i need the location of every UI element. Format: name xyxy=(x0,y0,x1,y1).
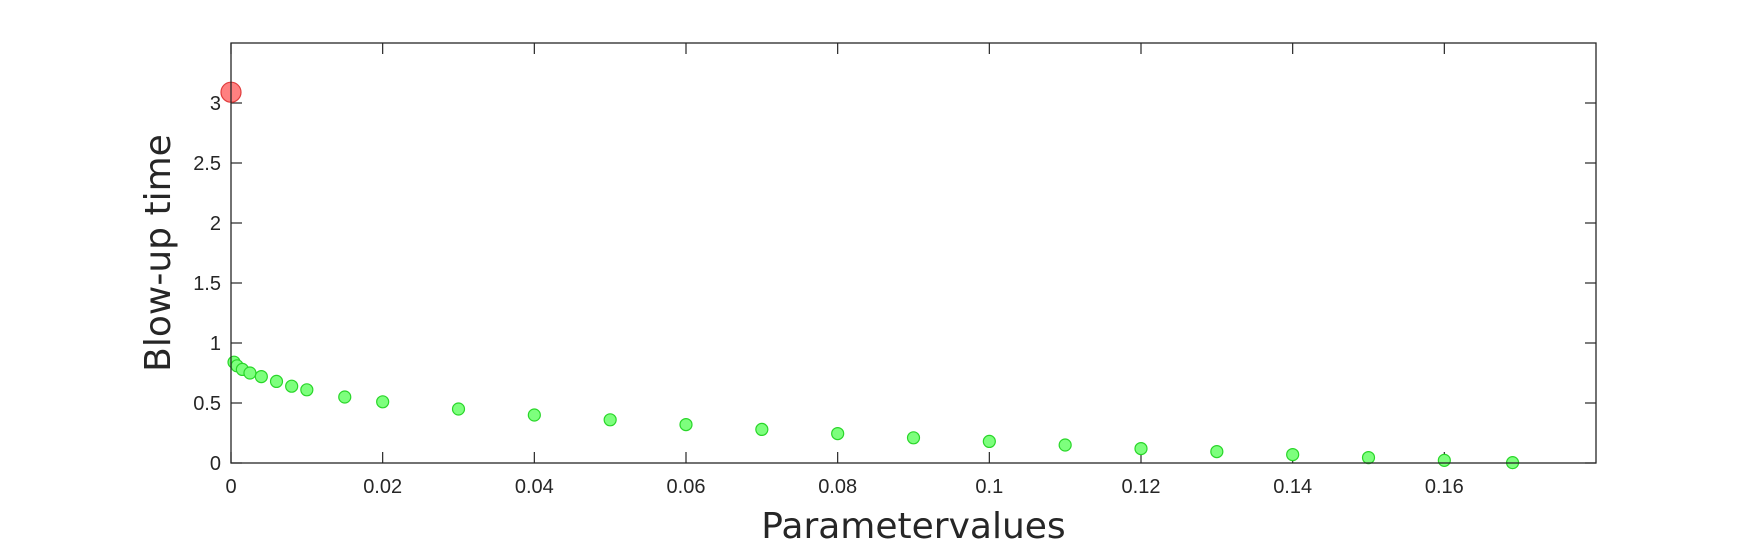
y-tick-label: 1.5 xyxy=(193,273,221,295)
data-point xyxy=(254,370,268,384)
data-point xyxy=(1058,438,1072,452)
data-point xyxy=(679,418,693,432)
data-point xyxy=(376,395,390,409)
x-tick-label: 0.04 xyxy=(515,476,554,498)
y-tick-label: 2 xyxy=(210,213,221,235)
plot-area-frame xyxy=(230,42,1597,464)
data-point xyxy=(755,422,769,436)
x-axis-title: Parametervalues xyxy=(761,506,1065,547)
x-tick-label: 0 xyxy=(225,476,236,498)
data-point xyxy=(451,402,466,416)
series-layer xyxy=(220,81,1520,470)
x-tick-label: 0.02 xyxy=(363,476,402,498)
y-axis-title: Blow-up time xyxy=(138,134,179,372)
y-tick-label: 0 xyxy=(210,453,221,475)
x-tick-label: 0.16 xyxy=(1425,476,1464,498)
data-point xyxy=(338,390,352,404)
y-axis-ticks: 0 0.5 1 1.5 2 2.5 3 xyxy=(193,93,1596,475)
data-point xyxy=(243,366,257,380)
y-tick-label: 3 xyxy=(210,93,221,115)
x-axis-ticks: 0 0.02 0.04 0.06 0.08 0.1 0.12 0.14 0.16 xyxy=(225,43,1464,498)
y-tick-label: 2.5 xyxy=(193,153,221,175)
x-tick-label: 0.06 xyxy=(667,476,706,498)
data-point xyxy=(1286,448,1300,462)
data-point xyxy=(1210,445,1224,459)
data-point xyxy=(269,374,284,388)
data-point xyxy=(906,431,921,445)
data-point xyxy=(1361,451,1376,465)
y-tick-label: 0.5 xyxy=(193,393,221,415)
x-tick-label: 0.1 xyxy=(975,476,1003,498)
data-point xyxy=(831,427,845,441)
data-point xyxy=(285,379,299,393)
data-point xyxy=(1134,442,1148,456)
data-point xyxy=(1437,453,1451,467)
data-point xyxy=(603,413,617,427)
x-tick-label: 0.12 xyxy=(1122,476,1161,498)
data-point xyxy=(527,408,541,422)
data-point xyxy=(982,434,996,448)
x-tick-label: 0.14 xyxy=(1273,476,1312,498)
data-point xyxy=(300,383,314,397)
x-tick-label: 0.08 xyxy=(818,476,857,498)
y-tick-label: 1 xyxy=(210,333,221,355)
